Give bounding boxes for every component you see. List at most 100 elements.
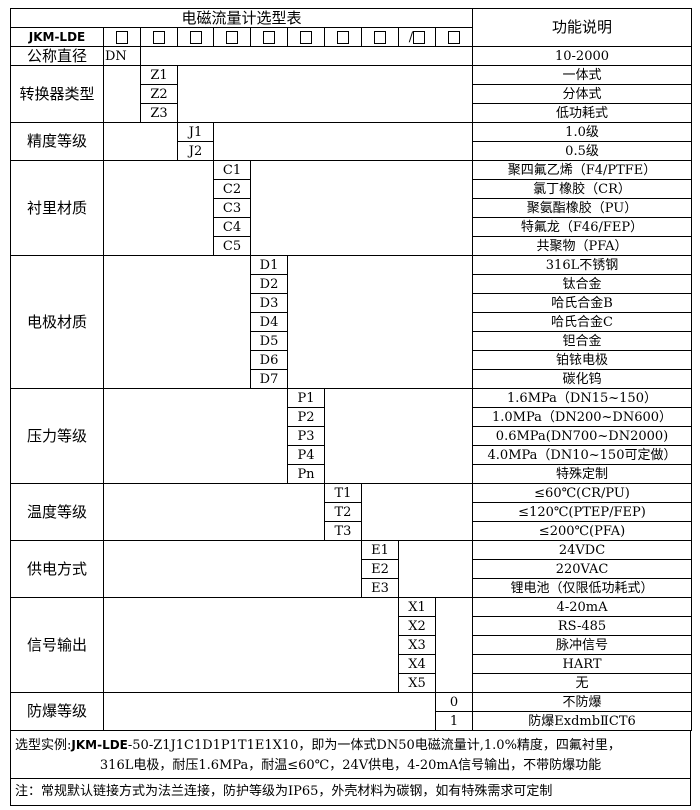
table-row: 公称直径 DN 10-2000 (10, 46, 693, 66)
title-row: 电磁流量计选型表 功能说明 (9, 8, 693, 47)
option-code: D2 (250, 274, 288, 294)
code-slot-10 (434, 27, 474, 47)
option-description: 无 (472, 673, 693, 693)
example-line2: 316L电极，耐压1.6MPa，耐温≤60℃，24V供电，4-20mA信号输出，… (99, 758, 602, 773)
option-code: T3 (324, 521, 362, 541)
option-code: C2 (213, 179, 251, 199)
option-code: X5 (398, 673, 436, 693)
blank-cell (103, 65, 141, 123)
option-description: HART (472, 654, 693, 674)
selection-example: 选型实例:JKM-LDE-50-Z1J1C1D1P1T1E1X10，即为一体式D… (11, 731, 690, 779)
table-row: C3 聚氨酯橡胶（PU） (11, 198, 693, 218)
option-description: 钽合金 (472, 331, 693, 351)
option-description: 316L不锈钢 (472, 255, 693, 275)
code-slot-7 (324, 27, 362, 47)
option-code: J1 (177, 122, 214, 142)
option-description: 10-2000 (472, 46, 693, 66)
option-description: 脉冲信号 (472, 635, 693, 655)
option-description: 分体式 (472, 84, 693, 104)
option-description: 24VDC (472, 540, 693, 560)
option-code: D5 (250, 331, 288, 351)
option-code: C3 (213, 198, 251, 218)
blank-cell (103, 483, 325, 541)
model-code: JKM-LDE (10, 27, 104, 47)
selection-table: 电磁流量计选型表 功能说明 JKM-LDE / 公称直径 DN 10-2000 转换器… (9, 8, 693, 731)
section-label: 转换器类型 (10, 65, 104, 123)
blank-cell (103, 540, 362, 598)
option-description: 哈氏合金C (472, 312, 693, 332)
table-row: T3 ≤200℃(PFA) (11, 521, 693, 541)
section-label: 信号输出 (10, 597, 104, 693)
option-description: ≤120℃(PTEP/FEP) (472, 502, 693, 522)
option-code: X4 (398, 654, 436, 674)
option-code: E2 (361, 559, 399, 579)
option-code: D4 (250, 312, 288, 332)
code-slot-9: / (398, 27, 436, 47)
option-code: D7 (250, 369, 288, 389)
code-slot-1 (103, 27, 141, 47)
blank-cell (139, 46, 474, 66)
option-code: C4 (213, 217, 251, 237)
option-code: P1 (287, 388, 325, 408)
table-row: C5 共聚物（PFA） (11, 236, 693, 256)
option-description: 0.5级 (472, 141, 693, 161)
option-description: 特氟龙（F46/FEP） (472, 217, 693, 237)
table-row: 温度等级 T1 ≤60℃(CR/PU) (10, 483, 693, 541)
blank-cell (249, 160, 474, 256)
section-label: 电极材质 (10, 255, 104, 389)
option-code: P3 (287, 426, 325, 446)
option-code: X2 (398, 616, 436, 636)
option-code: P2 (287, 407, 325, 427)
table-row: Pn 特殊定制 (11, 464, 693, 484)
code-slot-8 (361, 27, 399, 47)
table-title: 电磁流量计选型表 (9, 8, 474, 28)
option-code: C5 (213, 236, 251, 256)
option-description: 聚氨酯橡胶（PU） (472, 198, 693, 218)
option-description: ≤60℃(CR/PU) (472, 483, 693, 503)
option-code: 1 (434, 711, 474, 731)
option-description: 防爆ExdmbⅡCT6 (472, 711, 693, 731)
table-row: 信号输出 X1 4-20mA (10, 597, 693, 693)
option-code: X1 (398, 597, 436, 617)
option-description: 4.0MPa（DN10~150可定做） (472, 445, 693, 465)
table-row: E2 220VAC (11, 559, 693, 579)
option-code: D1 (250, 255, 288, 275)
option-code: D6 (250, 350, 288, 370)
option-description: 4-20mA (472, 597, 693, 617)
example-label: 选型实例: (15, 738, 72, 753)
table-row: 精度等级 J1 1.0级 (10, 122, 693, 161)
option-description: 1.6MPa（DN15~150） (472, 388, 693, 408)
option-code: C1 (213, 160, 251, 180)
option-code: Z3 (140, 103, 178, 123)
option-description: 哈氏合金B (472, 293, 693, 313)
section-label: 精度等级 (10, 122, 104, 161)
section-label: 衬里材质 (10, 160, 104, 256)
blank-cell (103, 597, 399, 693)
table-row: 衬里材质 C1 聚四氟乙烯（F4/PTFE） (10, 160, 693, 256)
blank-cell (360, 483, 474, 541)
option-code: Pn (287, 464, 325, 484)
option-code: T2 (324, 502, 362, 522)
note: 注：常规默认链接方式为法兰连接，防护等级为IP65，外壳材料为碳钢，如有特殊需求… (15, 784, 553, 799)
code-slot-4 (213, 27, 251, 47)
section-label: 压力等级 (10, 388, 104, 484)
blank-cell (286, 255, 474, 389)
function-header: 功能说明 (472, 8, 693, 47)
option-description: 1.0MPa（DN200~DN600） (472, 407, 693, 427)
option-code: X3 (398, 635, 436, 655)
option-description: 钛合金 (472, 274, 693, 294)
option-description: 1.0级 (472, 122, 693, 142)
section-label: 防爆等级 (10, 692, 104, 731)
table-row: 电极材质 D1 316L不锈钢 (10, 255, 693, 389)
option-description: 220VAC (472, 559, 693, 579)
code-slot-6 (287, 27, 325, 47)
option-code: 0 (434, 692, 474, 712)
blank-cell (103, 692, 436, 731)
option-code: D3 (250, 293, 288, 313)
option-description: 聚四氟乙烯（F4/PTFE） (472, 160, 693, 180)
option-description: 铂铱电极 (472, 350, 693, 370)
option-code: Z1 (140, 65, 178, 85)
option-code: E1 (361, 540, 399, 560)
option-code: E3 (361, 578, 399, 598)
option-code: DN (103, 46, 141, 66)
